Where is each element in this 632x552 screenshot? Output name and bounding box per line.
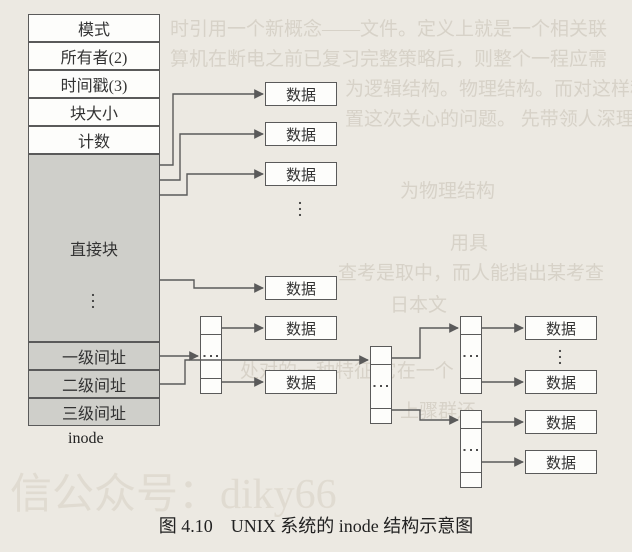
ellipsis-icon: ··· <box>297 200 303 218</box>
pointer-block: ⋮ <box>200 316 222 394</box>
data-block: 数据 <box>265 316 337 340</box>
data-block: 数据 <box>265 122 337 146</box>
data-block: 数据 <box>525 370 597 394</box>
background-ghost-text: 算机在断电之前已复习完整策略后，则整个一程应需 <box>170 44 607 71</box>
figure-caption: 图 4.10 UNIX 系统的 inode 结构示意图 <box>0 512 632 538</box>
inode-row-1: 所有者(2) <box>28 42 160 70</box>
data-block: 数据 <box>525 316 597 340</box>
diagram-stage: 时引用一个新概念——文件。定义上就是一个相关联算机在断电之前已复习完整策略后，则… <box>0 0 632 552</box>
inode-row-2: 时间戳(3) <box>28 70 160 98</box>
data-block: 数据 <box>265 162 337 186</box>
pointer-block: ⋮ <box>460 410 482 488</box>
background-ghost-text: 为逻辑结构。物理结构。而对这样种看结构 <box>345 74 632 101</box>
inode-row-6: 一级间址 <box>28 342 160 370</box>
data-block: 数据 <box>265 276 337 300</box>
inode-caption: inode <box>68 430 104 448</box>
background-ghost-text: 查考是取中，而人能指出某考查 <box>338 258 604 285</box>
background-ghost-text: 用具 <box>450 228 488 255</box>
ellipsis-icon: ··· <box>90 292 96 310</box>
inode-row-4: 计数 <box>28 126 160 154</box>
inode-row-3: 块大小 <box>28 98 160 126</box>
data-block: 数据 <box>525 450 597 474</box>
data-block: 数据 <box>265 370 337 394</box>
ellipsis-icon: ··· <box>557 348 563 366</box>
data-block: 数据 <box>525 410 597 434</box>
inode-row-8: 三级间址 <box>28 398 160 426</box>
background-ghost-text: 置这次关心的问题。 先带领人深理 <box>345 104 632 131</box>
pointer-block: ⋮ <box>370 346 392 424</box>
background-ghost-text: 日本文 <box>390 290 447 317</box>
background-ghost-text: 为物理结构 <box>400 176 495 203</box>
data-block: 数据 <box>265 82 337 106</box>
inode-row-0: 模式 <box>28 14 160 42</box>
background-ghost-text: 时引用一个新概念——文件。定义上就是一个相关联 <box>170 14 607 41</box>
inode-row-7: 二级间址 <box>28 370 160 398</box>
pointer-block: ⋮ <box>460 316 482 394</box>
